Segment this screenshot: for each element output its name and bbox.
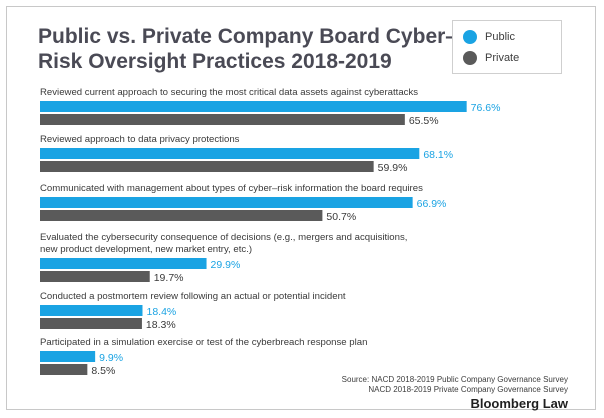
- chart-legend: Public Private: [452, 20, 562, 74]
- data-label-public: 9.9%: [99, 352, 123, 364]
- chart-title: Public vs. Private Company Board Cyber–R…: [38, 25, 457, 73]
- bar-private: [40, 318, 142, 329]
- legend-label-public: Public: [485, 31, 515, 43]
- bar-private: [40, 364, 88, 375]
- bar-private: [40, 271, 150, 282]
- category-label: Conducted a postmortem review following …: [40, 291, 346, 302]
- source-line-public: Source: NACD 2018-2019 Public Company Go…: [341, 375, 568, 384]
- bar-private: [40, 210, 323, 221]
- category-label: Reviewed current approach to securing th…: [40, 87, 418, 98]
- legend-swatch-public: [463, 30, 477, 44]
- data-label-private: 59.9%: [378, 162, 408, 174]
- source-line-private: NACD 2018-2019 Private Company Governanc…: [368, 385, 568, 394]
- bar-public: [40, 148, 420, 159]
- category-label: Evaluated the cybersecurity consequence …: [40, 232, 407, 243]
- bar-private: [40, 161, 374, 172]
- data-label-private: 50.7%: [326, 211, 356, 223]
- source-note: Source: NACD 2018-2019 Public Company Go…: [342, 375, 568, 395]
- brand-logo: Bloomberg Law: [470, 396, 568, 411]
- data-label-private: 8.5%: [91, 365, 115, 377]
- legend-label-private: Private: [485, 52, 520, 64]
- bar-public: [40, 258, 207, 269]
- data-label-public: 18.4%: [146, 306, 176, 318]
- category-label: new product development, new market entr…: [40, 244, 252, 255]
- bar-public: [40, 305, 143, 316]
- bar-public: [40, 197, 413, 208]
- data-label-public: 66.9%: [417, 198, 447, 210]
- bar-public: [40, 351, 96, 362]
- legend-swatch-private: [463, 51, 477, 65]
- category-label: Participated in a simulation exercise or…: [40, 337, 367, 348]
- data-label-public: 29.9%: [211, 259, 241, 271]
- legend-item-public: Public: [463, 28, 515, 46]
- bar-public: [40, 101, 467, 112]
- category-label: Communicated with management about types…: [40, 183, 423, 194]
- data-label-public: 76.6%: [471, 102, 501, 114]
- category-label: Reviewed approach to data privacy protec…: [40, 134, 240, 145]
- data-label-private: 19.7%: [154, 272, 184, 284]
- data-label-public: 68.1%: [423, 149, 453, 161]
- legend-item-private: Private: [463, 49, 519, 67]
- data-label-private: 18.3%: [146, 319, 176, 331]
- bar-private: [40, 114, 405, 125]
- data-label-private: 65.5%: [409, 115, 439, 127]
